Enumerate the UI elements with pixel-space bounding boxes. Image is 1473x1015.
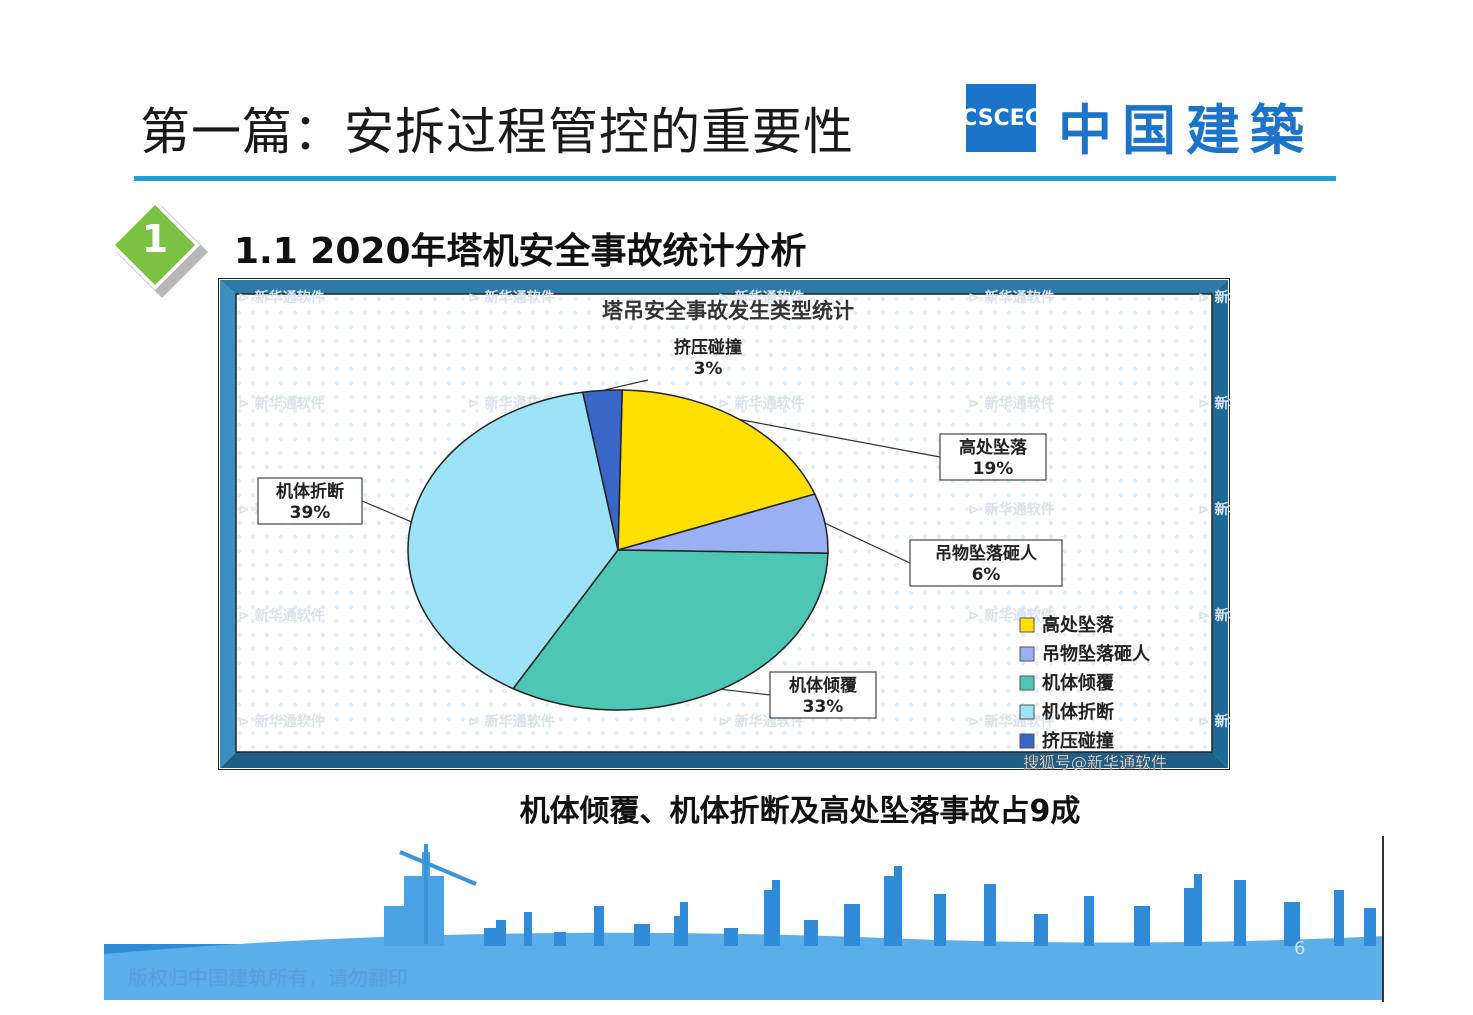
data-label-box <box>909 539 1063 587</box>
leader-line <box>739 418 941 458</box>
watermark-text: ⊳ 新华通软件 <box>1198 607 1230 624</box>
legend-swatch <box>1019 646 1035 662</box>
watermark-text: ⊳ 新华通软件 <box>468 289 555 306</box>
page-title: 第一篇：安拆过程管控的重要性 <box>140 103 854 161</box>
leader-line <box>602 379 649 392</box>
data-label-name: 机体倾覆 <box>789 675 858 696</box>
watermark-text: ⊳ 新华通软件 <box>1198 289 1230 306</box>
cscec-logo: CSCEC 中国建築 <box>961 84 1336 162</box>
leader-line <box>361 500 412 523</box>
leader-line <box>824 522 911 564</box>
watermark-text: ⊳ 新华通软件 <box>238 395 325 412</box>
copyright-notice: 版权归中国建筑所有，请勿翻印 <box>128 966 408 990</box>
chart-panel: ⊳ 新华通软件 ⊳ 新华通软件 ⊳ 新华通软件 ⊳ 新华通软件 ⊳ 新华通软件 ⊳ 新华通… <box>217 277 1285 772</box>
watermark-text: ⊳ 新华通软件 <box>968 289 1055 306</box>
watermark-text: ⊳ 新华通软件 <box>718 395 805 412</box>
data-label-value: 39% <box>290 503 331 523</box>
section-number: 1 <box>141 217 169 261</box>
pie-slices <box>407 389 829 711</box>
legend-label: 机体折断 <box>1042 701 1114 723</box>
chart-caption: 机体倾覆、机体折断及高处坠落事故占9成 <box>519 794 1081 829</box>
watermark-text: ⊳ 新华通软件 <box>718 289 805 306</box>
diamond-icon <box>110 200 208 298</box>
logo-text: 中国建築 <box>1058 99 1314 162</box>
data-label-box <box>257 477 363 525</box>
source-watermark: 搜狐号@新华通软件 <box>1023 753 1167 770</box>
watermark-text: ⊳ 新华通软件 <box>468 713 555 730</box>
page-number: 6 <box>1294 938 1306 959</box>
watermark-text: ⊳ 新华通软件 <box>238 607 325 624</box>
legend-swatch <box>1019 675 1035 691</box>
watermark-text: ⊳ 新华通软件 <box>1198 395 1230 412</box>
data-label-name: 高处坠落 <box>959 437 1028 458</box>
watermark-text: ⊳ 新华通软件 <box>238 713 325 730</box>
legend-swatch <box>1019 733 1035 749</box>
data-label-name: 机体折断 <box>276 481 344 502</box>
data-label-name: 吊物坠落砸人 <box>935 543 1038 564</box>
data-label-value: 33% <box>803 697 844 717</box>
watermark-text: ⊳ 新华通软件 <box>1198 501 1230 518</box>
leader-line <box>721 688 771 696</box>
logo-mark: CSCEC <box>961 84 1041 152</box>
pie-slice-4 <box>407 391 619 690</box>
data-label-value: 6% <box>972 565 1001 585</box>
city-skyline-banner <box>104 836 1384 1002</box>
data-label-name: 挤压碰撞 <box>674 337 742 358</box>
data-label-value: 3% <box>694 359 723 379</box>
watermark-text: ⊳ 新华通软件 <box>968 501 1055 518</box>
pie-slice-1 <box>617 389 816 552</box>
watermark-text: ⊳ 新华通软件 <box>968 395 1055 412</box>
chart-title: 塔吊安全事故发生类型统计 <box>602 299 854 323</box>
legend-label: 挤压碰撞 <box>1042 730 1114 752</box>
pie-slice-3 <box>512 549 829 711</box>
legend-label: 机体倾覆 <box>1042 672 1115 694</box>
watermark-text: ⊳ 新华通软件 <box>1198 713 1230 730</box>
legend-swatch <box>1019 704 1035 720</box>
legend-swatch <box>1019 617 1035 633</box>
title-divider <box>134 176 1336 181</box>
section-title: 1.1 2020年塔机安全事故统计分析 <box>234 231 807 272</box>
data-label-box <box>939 433 1047 481</box>
legend-label: 高处坠落 <box>1042 614 1115 636</box>
section-badge: 1 <box>110 198 210 298</box>
pie-chart: ⊳ 新华通软件 ⊳ 新华通软件 ⊳ 新华通软件 ⊳ 新华通软件 ⊳ 新华通软件 ⊳ 新华通… <box>217 277 1285 772</box>
legend-label: 吊物坠落砸人 <box>1042 643 1151 665</box>
data-label-box <box>769 671 877 719</box>
data-label-value: 19% <box>973 459 1014 479</box>
watermark-text: ⊳ 新华通软件 <box>238 289 325 306</box>
